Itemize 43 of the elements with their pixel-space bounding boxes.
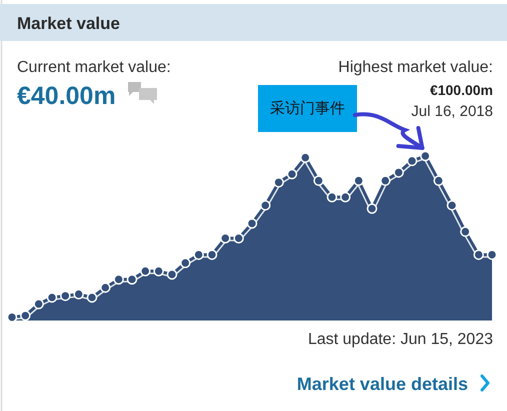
- point: [473, 249, 484, 260]
- point: [260, 200, 271, 211]
- text: Current market value:: [17, 59, 171, 76]
- point: [180, 258, 191, 268]
- point: [60, 290, 71, 302]
- point: [166, 269, 178, 280]
- point: [406, 156, 418, 166]
- annotation: 采访门事件: [270, 100, 345, 117]
- point: [86, 292, 98, 303]
- point: [233, 233, 244, 244]
- point: [460, 226, 471, 237]
- point: [366, 203, 378, 214]
- point: [206, 249, 218, 260]
- point: [113, 274, 124, 285]
- point: [446, 200, 458, 211]
- text: Last update: Jun 15, 2023: [308, 331, 494, 348]
- point: [246, 218, 258, 229]
- point: [273, 177, 284, 188]
- point: [380, 175, 391, 186]
- chart-title: Market value: [17, 14, 120, 33]
- point: [433, 175, 444, 186]
- point: [286, 168, 298, 180]
- point: [300, 152, 311, 163]
- text: €100.00m: [430, 82, 493, 98]
- point: [73, 288, 84, 300]
- point: [20, 310, 31, 321]
- text: Jul 16, 2018: [411, 103, 493, 120]
- point: [33, 298, 44, 310]
- point: [100, 282, 111, 293]
- point: [393, 167, 404, 178]
- point: [313, 175, 324, 186]
- point: [126, 274, 138, 285]
- point: [340, 192, 351, 202]
- point: [140, 266, 151, 276]
- text: Highest market value:: [338, 59, 493, 76]
- text: Market value details: [296, 374, 468, 394]
- text: €40.00m: [17, 82, 116, 110]
- point: [153, 266, 164, 276]
- point: [353, 175, 364, 186]
- point: [220, 233, 231, 244]
- point: [420, 150, 431, 162]
- point: [46, 292, 58, 303]
- point: [326, 192, 338, 202]
